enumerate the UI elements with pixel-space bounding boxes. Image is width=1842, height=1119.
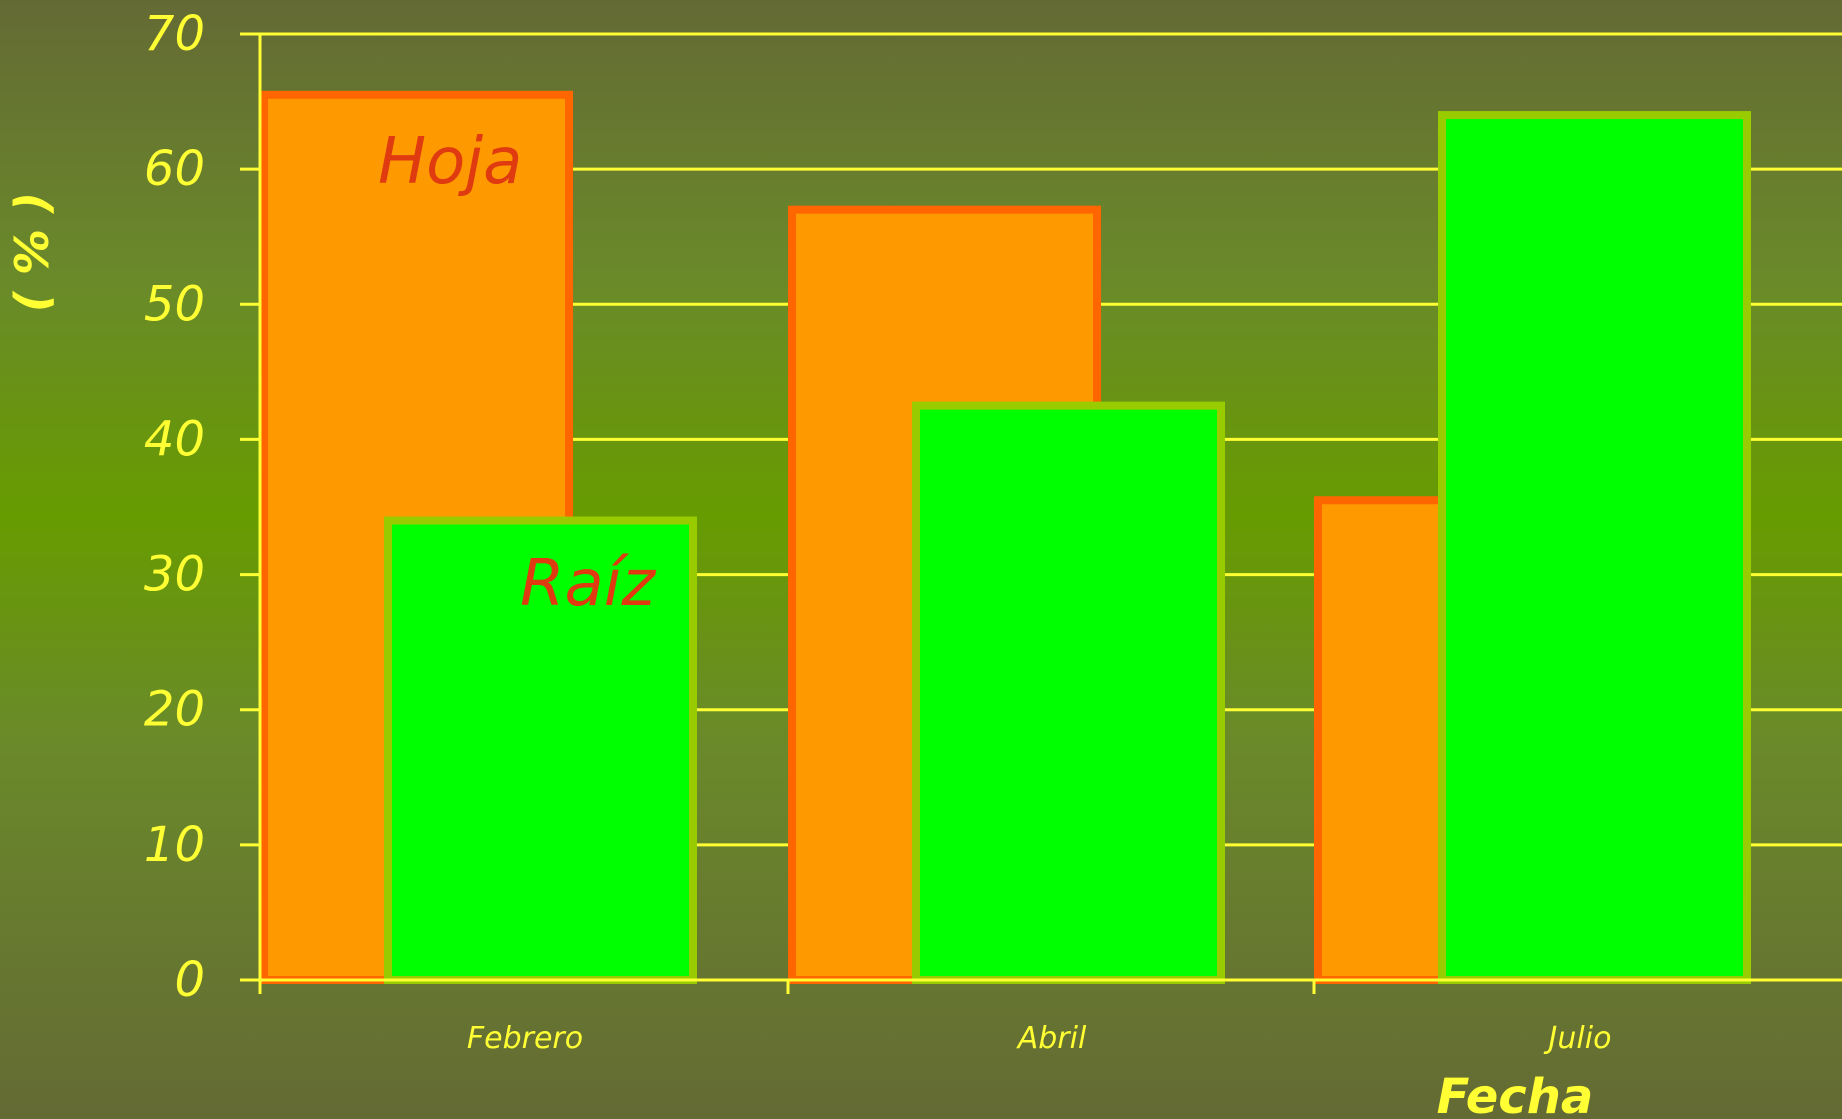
axes [240, 32, 1842, 994]
x-tick-label: Febrero [467, 1021, 583, 1056]
y-tick-label: 20 [144, 682, 205, 738]
x-axis-title: Fecha [1437, 1069, 1594, 1119]
y-tick-label: 40 [144, 411, 205, 467]
y-tick-label: 50 [144, 276, 205, 332]
bar-raz-julio [1438, 111, 1751, 985]
y-tick-labels: 0 10 20 30 40 50 60 70 [144, 6, 205, 1008]
y-axis-title: ( % ) [5, 192, 59, 312]
bar-raz-febrero [384, 516, 697, 984]
x-tick-labels: Febrero Abril Julio [467, 1021, 1612, 1056]
series-labels: Hoja Raíz [378, 125, 656, 621]
series-label: Raíz [520, 547, 656, 621]
x-tick-label: Julio [1544, 1021, 1612, 1056]
y-tick-label: 30 [144, 547, 205, 603]
y-tick-label: 0 [174, 952, 205, 1008]
y-tick-label: 60 [144, 141, 205, 197]
x-tick-label: Abril [1016, 1021, 1087, 1056]
y-tick-label: 70 [144, 6, 205, 62]
y-tick-label: 10 [144, 817, 205, 873]
series-label: Hoja [378, 125, 522, 199]
bars [260, 90, 1751, 985]
bar-raz-abril [912, 401, 1225, 984]
